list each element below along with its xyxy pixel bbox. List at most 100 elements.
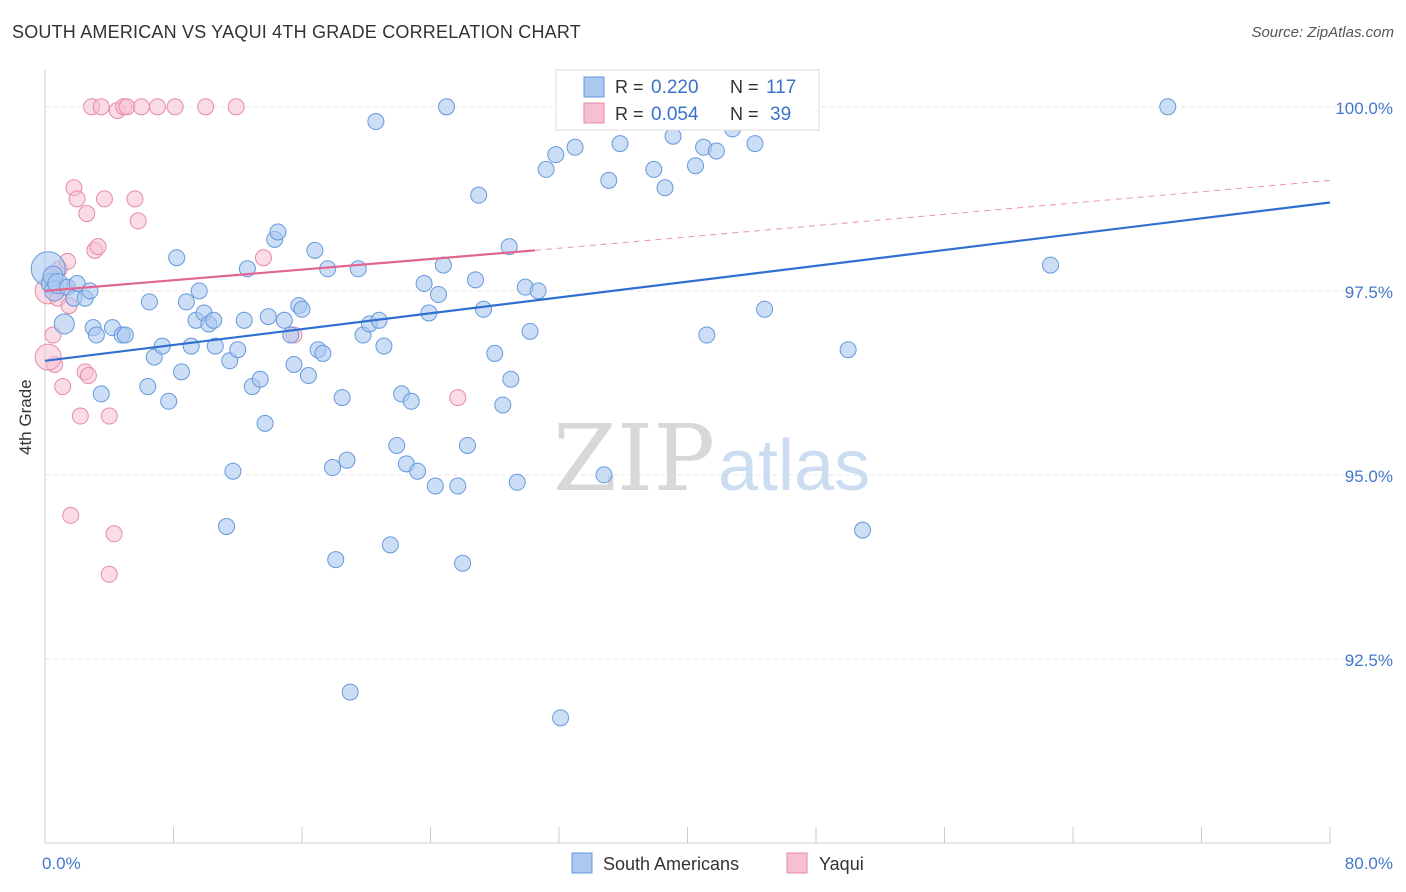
watermark: ZIP atlas	[553, 405, 870, 512]
yaqui-point	[54, 378, 72, 396]
yaqui-point	[254, 249, 272, 267]
legend-blue-r-value: 0.220	[651, 77, 699, 98]
yaqui-point	[166, 98, 184, 116]
south-americans-point	[537, 160, 555, 178]
south-americans-point	[218, 517, 236, 535]
yaqui-point	[197, 98, 215, 116]
south-americans-trend-line	[44, 201, 1331, 362]
south-americans-point	[547, 146, 565, 164]
watermark-atlas: atlas	[718, 426, 870, 506]
south-americans-point	[500, 238, 518, 256]
south-americans-point	[595, 466, 613, 484]
legend-pink-r-label: R =	[615, 104, 644, 124]
south-americans-point	[367, 113, 385, 131]
legend-pink-n-value: 39	[770, 104, 791, 125]
trend-lines	[44, 179, 1331, 362]
south-americans-point	[1042, 256, 1060, 274]
yaqui-point	[227, 98, 245, 116]
south-americans-point	[529, 282, 547, 300]
yaqui-point	[68, 190, 86, 208]
south-americans-point	[687, 157, 705, 175]
yaqui-point	[62, 506, 80, 524]
south-americans-point	[87, 326, 105, 344]
south-americans-point	[205, 311, 223, 329]
south-americans-point	[756, 300, 774, 318]
yaqui-point	[100, 407, 118, 425]
tick-labels: 92.5% 95.0% 97.5% 100.0% 0.0% 80.0%	[42, 99, 1393, 873]
south-americans-point	[854, 521, 872, 539]
south-americans-point	[449, 477, 467, 495]
watermark-zip: ZIP	[553, 405, 715, 512]
yaqui-point	[71, 407, 89, 425]
south-americans-point	[415, 274, 433, 292]
yaqui-point	[132, 98, 150, 116]
series-legend: South Americans Yaqui	[571, 852, 864, 874]
south-americans-point	[430, 286, 448, 304]
yaqui-point	[92, 98, 110, 116]
south-americans-point	[656, 179, 674, 197]
yaqui-point	[100, 565, 118, 583]
south-americans-point	[306, 241, 324, 259]
south-americans-point	[177, 293, 195, 311]
source-label: Source: ZipAtlas.com	[1251, 24, 1394, 41]
yaqui-point	[95, 190, 113, 208]
south-americans-point	[349, 260, 367, 278]
south-americans-point	[269, 223, 287, 241]
series-legend-pink-label: Yaqui	[819, 854, 864, 874]
legend-blue-n-label: N =	[730, 77, 759, 97]
south-americans-point	[508, 473, 526, 491]
south-americans-point	[438, 98, 456, 116]
series-legend-blue-swatch	[571, 852, 593, 874]
y-tick-label: 95.0%	[1345, 467, 1393, 486]
south-americans-point	[139, 378, 157, 396]
legend-blue-n-value: 117	[766, 77, 796, 98]
yaqui-trend-line	[44, 249, 535, 292]
south-americans-point	[338, 451, 356, 469]
yaqui-point	[34, 343, 62, 371]
south-americans-point	[160, 392, 178, 410]
south-americans-point	[409, 462, 427, 480]
south-americans-point	[839, 341, 857, 359]
south-americans-point	[458, 436, 476, 454]
south-americans-point	[698, 326, 716, 344]
south-americans-point	[502, 370, 520, 388]
south-americans-point	[475, 300, 493, 318]
south-americans-point	[293, 300, 311, 318]
south-americans-point	[552, 709, 570, 727]
yaqui-point	[118, 98, 136, 116]
south-americans-point	[600, 171, 618, 189]
south-americans-point	[251, 370, 269, 388]
series-legend-blue-label: South Americans	[603, 854, 739, 874]
correlation-legend: R = 0.220 N = 117 R = 0.054 N = 39	[555, 69, 820, 131]
y-tick-label: 92.5%	[1345, 651, 1393, 670]
series-legend-pink-swatch	[786, 852, 808, 874]
south-americans-point	[466, 271, 484, 289]
y-tick-label: 97.5%	[1345, 283, 1393, 302]
legend-blue-swatch	[583, 76, 605, 98]
axes	[44, 70, 1331, 844]
south-americans-point	[381, 536, 399, 554]
south-americans-point	[206, 337, 224, 355]
south-americans-point	[92, 385, 110, 403]
south-americans-point	[229, 341, 247, 359]
south-americans-point	[182, 337, 200, 355]
legend-pink-swatch	[583, 102, 605, 124]
south-americans-point	[173, 363, 191, 381]
south-americans-point	[116, 326, 134, 344]
y-tick-label: 100.0%	[1335, 99, 1393, 118]
south-americans-point	[402, 392, 420, 410]
south-americans-point	[275, 311, 293, 329]
legend-blue-r-label: R =	[615, 77, 644, 97]
south-americans-points	[30, 98, 1177, 727]
south-americans-point	[341, 683, 359, 701]
chart-title: SOUTH AMERICAN VS YAQUI 4TH GRADE CORREL…	[12, 22, 581, 42]
south-americans-point	[1159, 98, 1177, 116]
south-americans-point	[645, 160, 663, 178]
south-americans-point	[746, 135, 764, 153]
yaqui-point	[449, 389, 467, 407]
legend-pink-r-value: 0.054	[651, 104, 699, 125]
south-americans-point	[168, 249, 186, 267]
south-americans-point	[256, 414, 274, 432]
south-americans-point	[664, 127, 682, 145]
south-americans-point	[224, 462, 242, 480]
